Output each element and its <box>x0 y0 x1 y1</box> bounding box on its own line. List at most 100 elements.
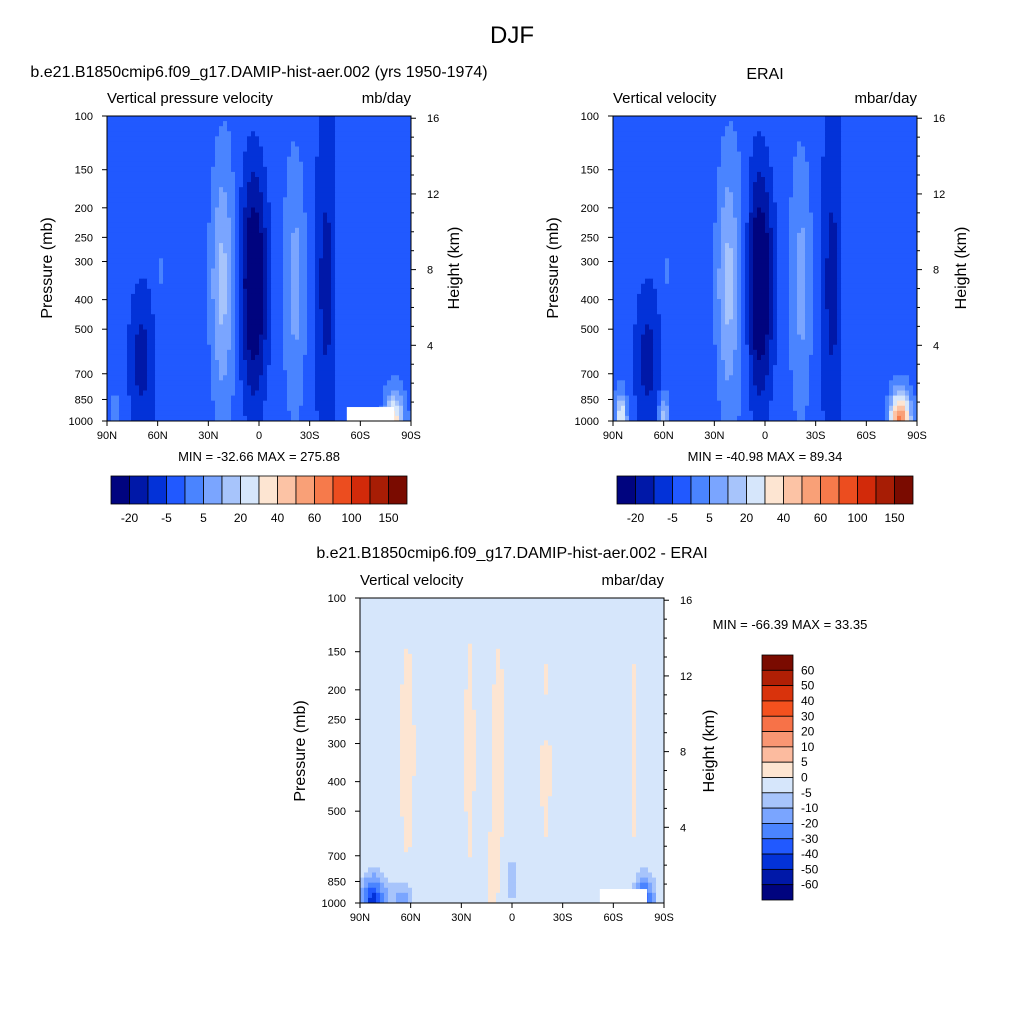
field-cell <box>171 126 176 132</box>
field-cell <box>323 278 328 285</box>
field-cell <box>163 324 168 330</box>
field-cell <box>303 329 308 335</box>
field-cell <box>295 248 300 254</box>
field-cell <box>183 197 188 203</box>
field-cell <box>705 131 710 137</box>
field-cell <box>127 360 132 366</box>
field-cell <box>239 283 244 290</box>
field-cell <box>167 187 172 193</box>
field-cell <box>115 278 120 285</box>
field-cell <box>355 238 360 244</box>
field-cell <box>115 212 120 219</box>
field-cell <box>139 121 144 127</box>
field-cell <box>163 344 168 351</box>
field-cell <box>183 344 188 351</box>
field-cell <box>263 212 268 219</box>
field-cell <box>147 131 152 137</box>
field-cell <box>195 263 200 269</box>
field-cell <box>877 121 882 127</box>
field-cell <box>239 151 244 158</box>
field-cell <box>359 334 364 341</box>
field-cell <box>119 278 124 285</box>
field-cell <box>243 329 248 335</box>
field-cell <box>279 278 284 285</box>
field-cell <box>307 410 312 417</box>
field-cell <box>391 248 396 254</box>
field-cell <box>271 207 276 213</box>
field-cell <box>251 146 256 152</box>
field-cell <box>143 141 148 147</box>
field-cell <box>351 370 356 376</box>
field-cell <box>219 212 224 219</box>
field-cell <box>251 232 256 239</box>
field-cell <box>347 217 352 224</box>
field-cell <box>307 171 312 178</box>
field-cell <box>219 390 224 396</box>
field-cell <box>331 314 336 320</box>
field-cell <box>383 299 388 305</box>
field-cell <box>283 182 288 188</box>
field-cell <box>407 390 412 396</box>
field-cell <box>215 334 220 341</box>
field-cell <box>395 395 400 402</box>
field-cell <box>203 314 208 320</box>
field-cell <box>355 212 360 219</box>
field-cell <box>363 151 368 158</box>
field-cell <box>171 187 176 193</box>
field-cell <box>307 212 312 219</box>
field-cell <box>383 293 388 300</box>
field-cell <box>199 248 204 254</box>
field-cell <box>179 304 184 310</box>
field-cell <box>355 354 360 361</box>
field-cell <box>175 304 180 310</box>
field-cell <box>407 187 412 193</box>
field-cell <box>303 400 308 407</box>
field-cell <box>231 339 236 346</box>
field-cell <box>267 141 272 147</box>
field-cell <box>355 151 360 158</box>
field-cell <box>371 299 376 305</box>
field-cell <box>407 344 412 351</box>
field-cell <box>247 324 252 330</box>
field-cell <box>115 324 120 330</box>
field-cell <box>901 131 906 137</box>
field-cell <box>319 232 324 239</box>
field-cell <box>251 121 256 127</box>
field-cell <box>131 187 136 193</box>
field-cell <box>107 385 112 391</box>
field-cell <box>255 192 260 198</box>
field-cell <box>897 126 902 132</box>
field-cell <box>395 299 400 305</box>
field-cell <box>375 365 380 371</box>
field-cell <box>371 156 376 163</box>
x-tick-label: 60S <box>351 430 371 442</box>
field-cell <box>661 131 666 137</box>
field-cell <box>267 273 272 280</box>
field-cell <box>407 329 412 335</box>
field-cell <box>403 349 408 356</box>
field-cell <box>363 324 368 330</box>
field-cell <box>263 293 268 300</box>
field-cell <box>151 400 156 407</box>
field-cell <box>271 385 276 391</box>
field-cell <box>111 202 116 208</box>
field-cell <box>271 390 276 396</box>
field-cell <box>115 187 120 193</box>
field-cell <box>131 161 136 168</box>
field-cell <box>319 146 324 152</box>
field-cell <box>139 283 144 290</box>
field-cell <box>407 400 412 407</box>
field-cell <box>175 263 180 269</box>
field-cell <box>283 380 288 386</box>
field-cell <box>191 187 196 193</box>
field-cell <box>255 177 260 183</box>
field-cell <box>757 126 762 132</box>
field-cell <box>303 319 308 325</box>
field-cell <box>279 197 284 203</box>
field-cell <box>347 202 352 208</box>
field-cell <box>271 146 276 152</box>
field-cell <box>407 177 412 183</box>
field-cell <box>139 253 144 259</box>
field-cell <box>215 141 220 147</box>
field-cell <box>387 263 392 269</box>
